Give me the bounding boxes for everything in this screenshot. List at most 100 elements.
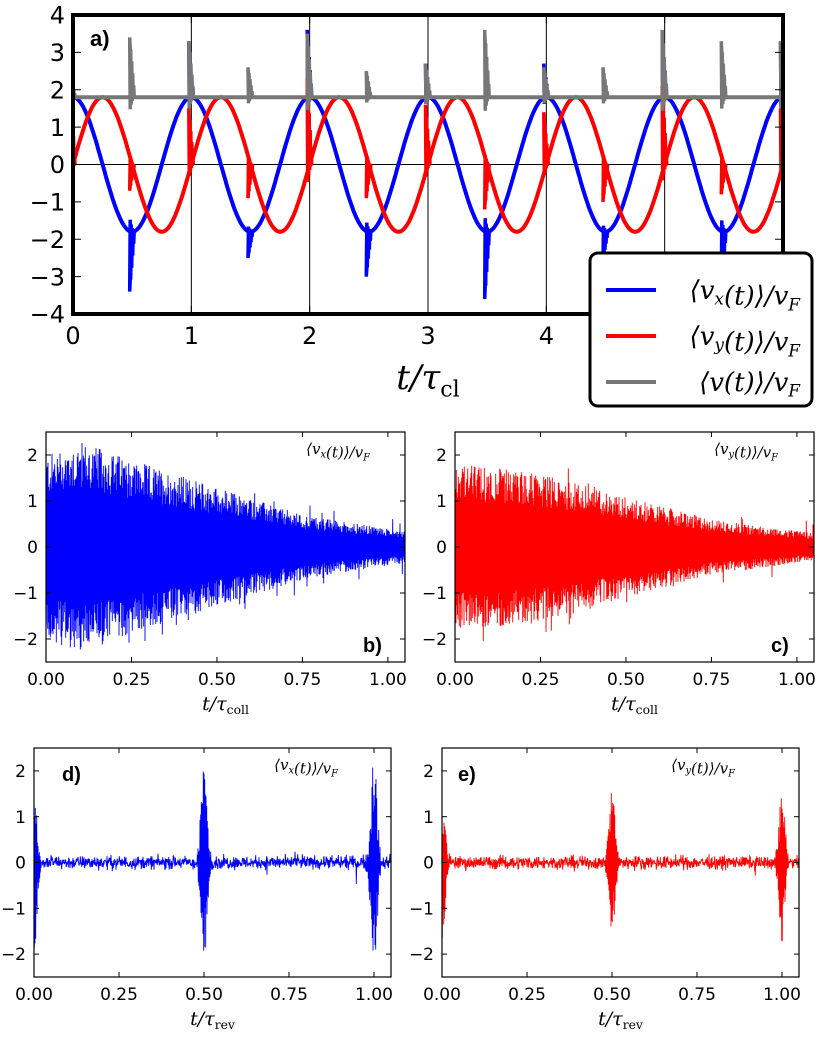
plot-area: [442, 793, 799, 942]
y-tick-label: −1: [13, 584, 38, 604]
x-tick-label: 0: [65, 322, 80, 350]
x-axis-label-sub: cl: [440, 376, 459, 402]
spike-vy: [542, 112, 551, 176]
x-tick-label: 0.50: [185, 985, 223, 1005]
legend-entry-sub: F: [787, 381, 801, 401]
y-tick-label: 0: [50, 151, 65, 179]
x-axis-label-part: t/τ: [190, 1008, 215, 1030]
x-axis-label-part: t/τ: [396, 358, 441, 398]
spike-v: [719, 41, 728, 109]
series-name-sub: F: [330, 769, 339, 780]
y-tick-label: 0: [423, 854, 434, 874]
y-tick-label: −2: [409, 945, 434, 965]
spike-vx: [127, 219, 136, 292]
x-tick-label: 0.75: [283, 670, 321, 690]
legend-entry-sub: F: [787, 340, 801, 360]
series-name-part: (t)⟩/v: [691, 759, 729, 777]
series-line: [34, 767, 391, 951]
legend-entry-sub: y: [713, 335, 724, 355]
plot-area: [73, 15, 783, 314]
y-tick-label: −2: [422, 630, 447, 650]
x-tick-label: 0.00: [436, 670, 474, 690]
series-name: ⟨vy(t)⟩/vF: [714, 440, 779, 464]
spike-vy: [660, 85, 669, 181]
y-tick-label: 0: [27, 538, 38, 558]
panel-b: 0.00 0.25 0.50 0.75 1.00 2 1 0 −1 −2 t/τcoll b) ⟨vx(…: [13, 431, 407, 717]
axes-frame: [71, 13, 785, 316]
x-tick-label: 1.00: [763, 985, 801, 1005]
series-name-sub: y: [684, 765, 691, 776]
legend-entry-part: ⟨v(t)⟩/v: [699, 368, 788, 398]
spike-vx: [601, 225, 610, 262]
x-tick-label: 1.00: [355, 985, 393, 1005]
spike-v: [423, 63, 432, 105]
x-axis-label: t/τrev: [190, 1008, 235, 1032]
panel-label: e): [458, 764, 476, 786]
series-name-sub: F: [770, 453, 779, 464]
legend-entry-part: ⟨v: [690, 276, 715, 306]
spike-vy: [187, 108, 196, 176]
plot-area: [46, 442, 405, 650]
spike-vy: [246, 157, 255, 199]
spike-v: [187, 41, 196, 109]
series-name-part: (t)⟩/v: [294, 759, 332, 777]
spike-vx: [246, 226, 255, 259]
y-tick-label: 4: [50, 2, 65, 30]
y-tick-label: −2: [30, 226, 65, 254]
series-name-sub: F: [362, 453, 371, 464]
spike-vx: [482, 218, 491, 300]
y-tick-label: −1: [1, 899, 26, 919]
spike-v: [542, 67, 551, 104]
legend-entry-sub: F: [787, 294, 801, 314]
legend-entry-part: (t)⟩/v: [724, 282, 789, 312]
series-name-part: ⟨v: [671, 756, 686, 774]
y-tick-label: −2: [1, 945, 26, 965]
spike-v: [305, 33, 314, 111]
series-name: ⟨vx(t)⟩/vF: [274, 756, 339, 780]
series-name-part: (t)⟩/v: [326, 443, 364, 461]
legend-entry: ⟨vy(t)⟩/vF: [690, 322, 802, 360]
series-name-sub: y: [727, 449, 734, 460]
y-tick-label: 1: [27, 492, 38, 512]
legend-entry-sub: x: [714, 289, 724, 309]
plot-area: [455, 465, 814, 641]
spike-vy: [482, 155, 491, 210]
y-tick-label: 2: [50, 76, 65, 104]
axes-frame: [45, 431, 406, 663]
y-tick-label: 1: [15, 808, 26, 828]
panel-label: c): [771, 635, 789, 657]
series-line: [442, 793, 799, 942]
spike-v: [601, 67, 610, 104]
y-tick-label: −1: [409, 899, 434, 919]
spike-v: [246, 67, 255, 104]
x-axis-label-sub: coll: [636, 703, 658, 717]
panel-c: 0.00 0.25 0.50 0.75 1.00 2 1 0 −1 −2 t/τcoll c) ⟨vy(…: [422, 431, 816, 717]
x-tick-label: 0.25: [522, 670, 560, 690]
axes-frame: [454, 431, 815, 663]
spike-v: [364, 70, 373, 103]
x-tick-label: 1: [184, 322, 199, 350]
spike-vy: [364, 157, 373, 199]
series-name-sub: x: [288, 765, 294, 776]
spike-v: [660, 29, 669, 111]
series-name-sub: x: [320, 449, 326, 460]
x-tick-label: 0.50: [593, 985, 631, 1005]
spike-v: [482, 29, 491, 111]
x-axis-label: t/τrev: [598, 1008, 643, 1032]
spike-v: [127, 37, 136, 110]
x-axis-label-part: t/τ: [611, 693, 636, 715]
x-axis-label: t/τcl: [396, 358, 459, 402]
y-tick-label: 2: [436, 446, 447, 466]
x-axis-label-sub: rev: [623, 1018, 643, 1032]
series-line: [455, 465, 814, 641]
x-tick-label: 0.00: [423, 985, 461, 1005]
y-tick-label: 0: [15, 854, 26, 874]
spike-vy: [601, 156, 610, 203]
x-tick-label: 0.25: [508, 985, 546, 1005]
axes-frame: [33, 747, 392, 978]
x-tick-label: 0.00: [27, 670, 65, 690]
series-name: ⟨vx(t)⟩/vF: [306, 440, 371, 464]
spike-vx: [364, 222, 373, 277]
series-name-part: (t)⟩/v: [734, 443, 772, 461]
